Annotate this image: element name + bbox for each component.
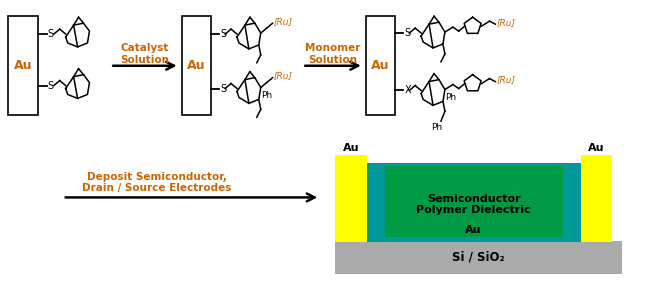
Bar	[182, 16, 211, 115]
Bar	[384, 166, 563, 237]
Text: [Ru]: [Ru]	[274, 71, 293, 80]
Text: Ph: Ph	[261, 91, 272, 100]
Text: X: X	[405, 85, 411, 96]
Text: Ph: Ph	[431, 123, 442, 132]
Text: [Ru]: [Ru]	[497, 75, 515, 84]
Text: Au: Au	[14, 59, 32, 72]
Text: S: S	[220, 83, 226, 94]
Text: Au: Au	[371, 59, 390, 72]
Bar	[366, 16, 395, 115]
Text: Monomer
Solution: Monomer Solution	[305, 43, 361, 65]
Text: Ph: Ph	[445, 93, 456, 102]
Bar	[365, 163, 582, 242]
Bar	[8, 16, 38, 115]
Text: Au: Au	[187, 59, 205, 72]
Text: Au: Au	[588, 143, 605, 153]
Bar	[580, 155, 612, 242]
Text: Deposit Semiconductor,
Drain / Source Electrodes: Deposit Semiconductor, Drain / Source El…	[82, 172, 231, 193]
Text: S: S	[405, 28, 411, 38]
Text: Au: Au	[343, 143, 359, 153]
Text: Au: Au	[466, 225, 482, 235]
Text: [Ru]: [Ru]	[497, 18, 515, 27]
Text: Semiconductor
Polymer Dielectric: Semiconductor Polymer Dielectric	[416, 194, 531, 215]
Text: S: S	[48, 81, 54, 90]
Text: S: S	[48, 29, 54, 39]
Bar	[335, 155, 366, 242]
Text: [Ru]: [Ru]	[274, 17, 293, 26]
Text: S: S	[220, 29, 226, 39]
Text: Catalyst
Solution: Catalyst Solution	[120, 43, 169, 65]
Text: Si / SiO₂: Si / SiO₂	[452, 250, 505, 263]
Bar	[427, 219, 521, 242]
Bar	[335, 241, 622, 274]
